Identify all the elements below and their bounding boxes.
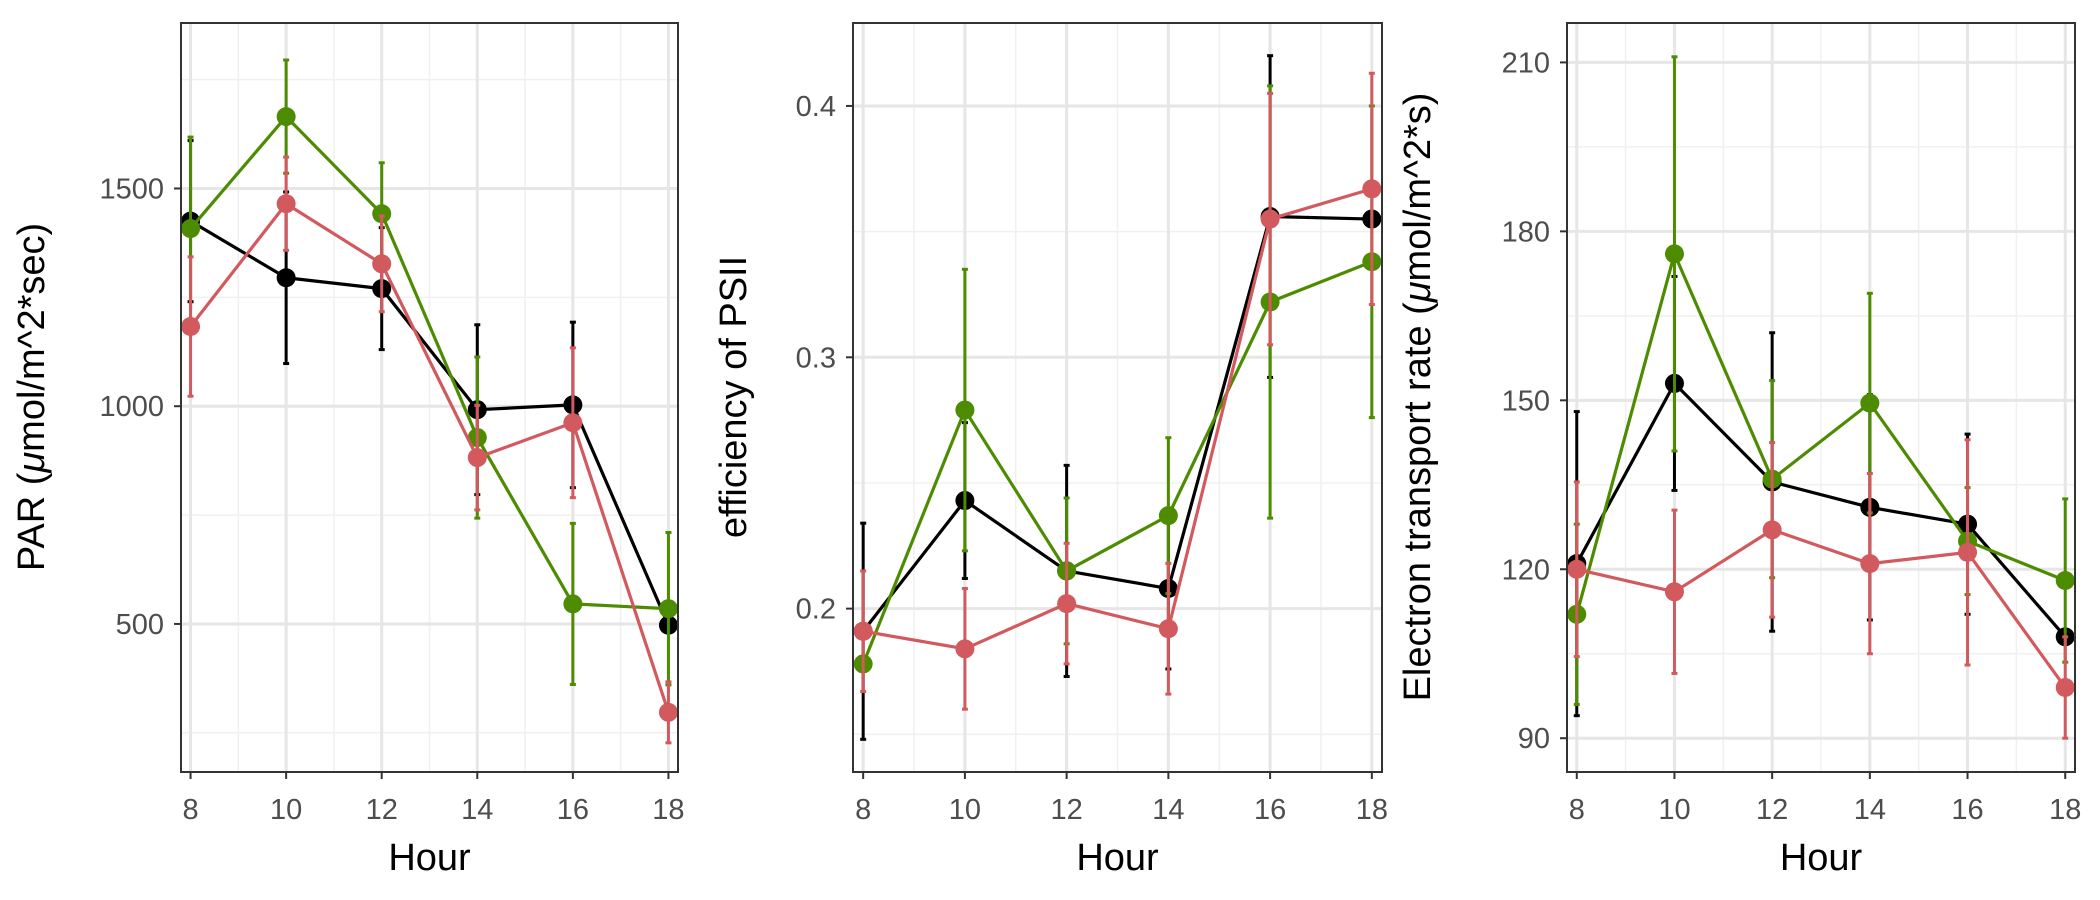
plot-border bbox=[852, 22, 1383, 773]
data-point bbox=[955, 639, 975, 659]
y-tick-label: 90 bbox=[1518, 723, 1550, 755]
series-2 bbox=[853, 71, 1382, 711]
y-axis-title-mu: μ bbox=[11, 452, 53, 474]
data-point bbox=[1567, 559, 1587, 579]
x-tick-label: 16 bbox=[557, 794, 589, 826]
data-point bbox=[1860, 554, 1880, 574]
series-line bbox=[189, 219, 670, 626]
data-point bbox=[2055, 678, 2075, 698]
x-tick-label: 8 bbox=[855, 794, 871, 826]
series-line bbox=[862, 187, 1373, 651]
series-line bbox=[1576, 528, 2067, 689]
plot-border bbox=[1566, 22, 2076, 773]
y-tick-label: 500 bbox=[116, 609, 164, 641]
y-axis-title-prefix: PAR ( bbox=[11, 472, 53, 571]
series-line bbox=[1575, 252, 2066, 615]
x-tick-label: 10 bbox=[949, 794, 981, 826]
x-axis-title: Hour bbox=[1076, 837, 1159, 879]
x-tick-label: 16 bbox=[1254, 794, 1286, 826]
x-tick-label: 18 bbox=[2049, 794, 2081, 826]
data-point bbox=[1664, 582, 1684, 602]
data-point bbox=[181, 317, 201, 337]
y-axis-title-prefix: Electron transport rate ( bbox=[1397, 302, 1439, 702]
x-tick-label: 12 bbox=[1756, 794, 1788, 826]
data-point bbox=[1158, 619, 1178, 639]
x-tick-label: 10 bbox=[1658, 794, 1690, 826]
x-tick-label: 12 bbox=[366, 794, 398, 826]
series-1 bbox=[1567, 55, 2075, 706]
data-point bbox=[372, 204, 392, 224]
x-tick-label: 8 bbox=[1569, 794, 1585, 826]
y-axis-title: Electron transport rate (μmol/m^2*s) bbox=[1397, 93, 1439, 702]
series-line bbox=[861, 260, 1373, 665]
series-line bbox=[1575, 381, 2067, 638]
y-axis-title: PAR (μmol/m^2*sec) bbox=[11, 223, 53, 571]
x-tick-label: 14 bbox=[1152, 794, 1184, 826]
data-point bbox=[467, 448, 487, 468]
y-tick-label: 120 bbox=[1502, 554, 1550, 586]
data-point bbox=[1158, 506, 1178, 526]
psii-efficiency-panel: 8 10 12 14 16 18 0.2 0.3 0.4 Hour efficiency of PS… bbox=[713, 22, 1388, 879]
par-panel: 8 10 12 14 16 18 500 1000 1500 Hour PAR (μmol/m^2*… bbox=[11, 22, 685, 879]
y-tick-label: 1500 bbox=[99, 173, 164, 205]
data-point bbox=[1860, 393, 1880, 413]
x-tick-label: 10 bbox=[270, 794, 302, 826]
plot-border bbox=[180, 22, 679, 773]
data-point bbox=[955, 400, 975, 420]
y-tick-label: 1000 bbox=[99, 391, 164, 423]
data-point bbox=[1057, 594, 1077, 614]
data-point bbox=[658, 702, 678, 722]
data-point bbox=[276, 268, 296, 288]
data-point bbox=[1958, 542, 1978, 562]
y-axis-title: efficiency of PSII bbox=[713, 256, 755, 538]
y-axis-title-suffix: mol/m^2*sec) bbox=[11, 223, 53, 452]
data-point bbox=[1260, 209, 1280, 229]
data-point bbox=[563, 413, 583, 433]
y-tick-label: 210 bbox=[1502, 47, 1550, 79]
series-2 bbox=[1567, 438, 2075, 740]
x-tick-label: 14 bbox=[1854, 794, 1886, 826]
x-tick-label: 16 bbox=[1951, 794, 1983, 826]
data-point bbox=[276, 107, 296, 127]
x-axis-title: Hour bbox=[1780, 837, 1863, 879]
data-point bbox=[2055, 571, 2075, 591]
data-point bbox=[853, 621, 873, 641]
x-tick-label: 8 bbox=[182, 794, 198, 826]
data-point bbox=[1362, 179, 1382, 199]
y-tick-label: 0.3 bbox=[796, 342, 836, 374]
electron-transport-panel: 8 10 12 14 16 18 90 120 150 180 210 Hour Electron tr… bbox=[1397, 22, 2081, 879]
data-point bbox=[372, 254, 392, 274]
y-axis-title-suffix: mol/m^2*s) bbox=[1397, 93, 1439, 282]
y-axis-title-mu: μ bbox=[1397, 281, 1439, 303]
data-point bbox=[1762, 520, 1782, 540]
x-tick-label: 18 bbox=[1356, 794, 1388, 826]
series-line bbox=[861, 214, 1372, 633]
series-line bbox=[189, 202, 670, 713]
data-point bbox=[658, 599, 678, 619]
y-tick-label: 150 bbox=[1502, 385, 1550, 417]
series-2 bbox=[181, 155, 678, 745]
data-point bbox=[276, 194, 296, 214]
data-point bbox=[1664, 244, 1684, 264]
y-tick-label: 0.2 bbox=[796, 594, 836, 626]
x-tick-label: 18 bbox=[652, 794, 684, 826]
x-tick-label: 14 bbox=[461, 794, 493, 826]
x-axis-title: Hour bbox=[388, 837, 471, 879]
y-tick-label: 180 bbox=[1502, 216, 1550, 248]
data-point bbox=[563, 594, 583, 614]
series-line bbox=[189, 115, 669, 611]
data-point bbox=[181, 219, 201, 239]
y-tick-label: 0.4 bbox=[796, 91, 836, 123]
x-tick-label: 12 bbox=[1051, 794, 1083, 826]
